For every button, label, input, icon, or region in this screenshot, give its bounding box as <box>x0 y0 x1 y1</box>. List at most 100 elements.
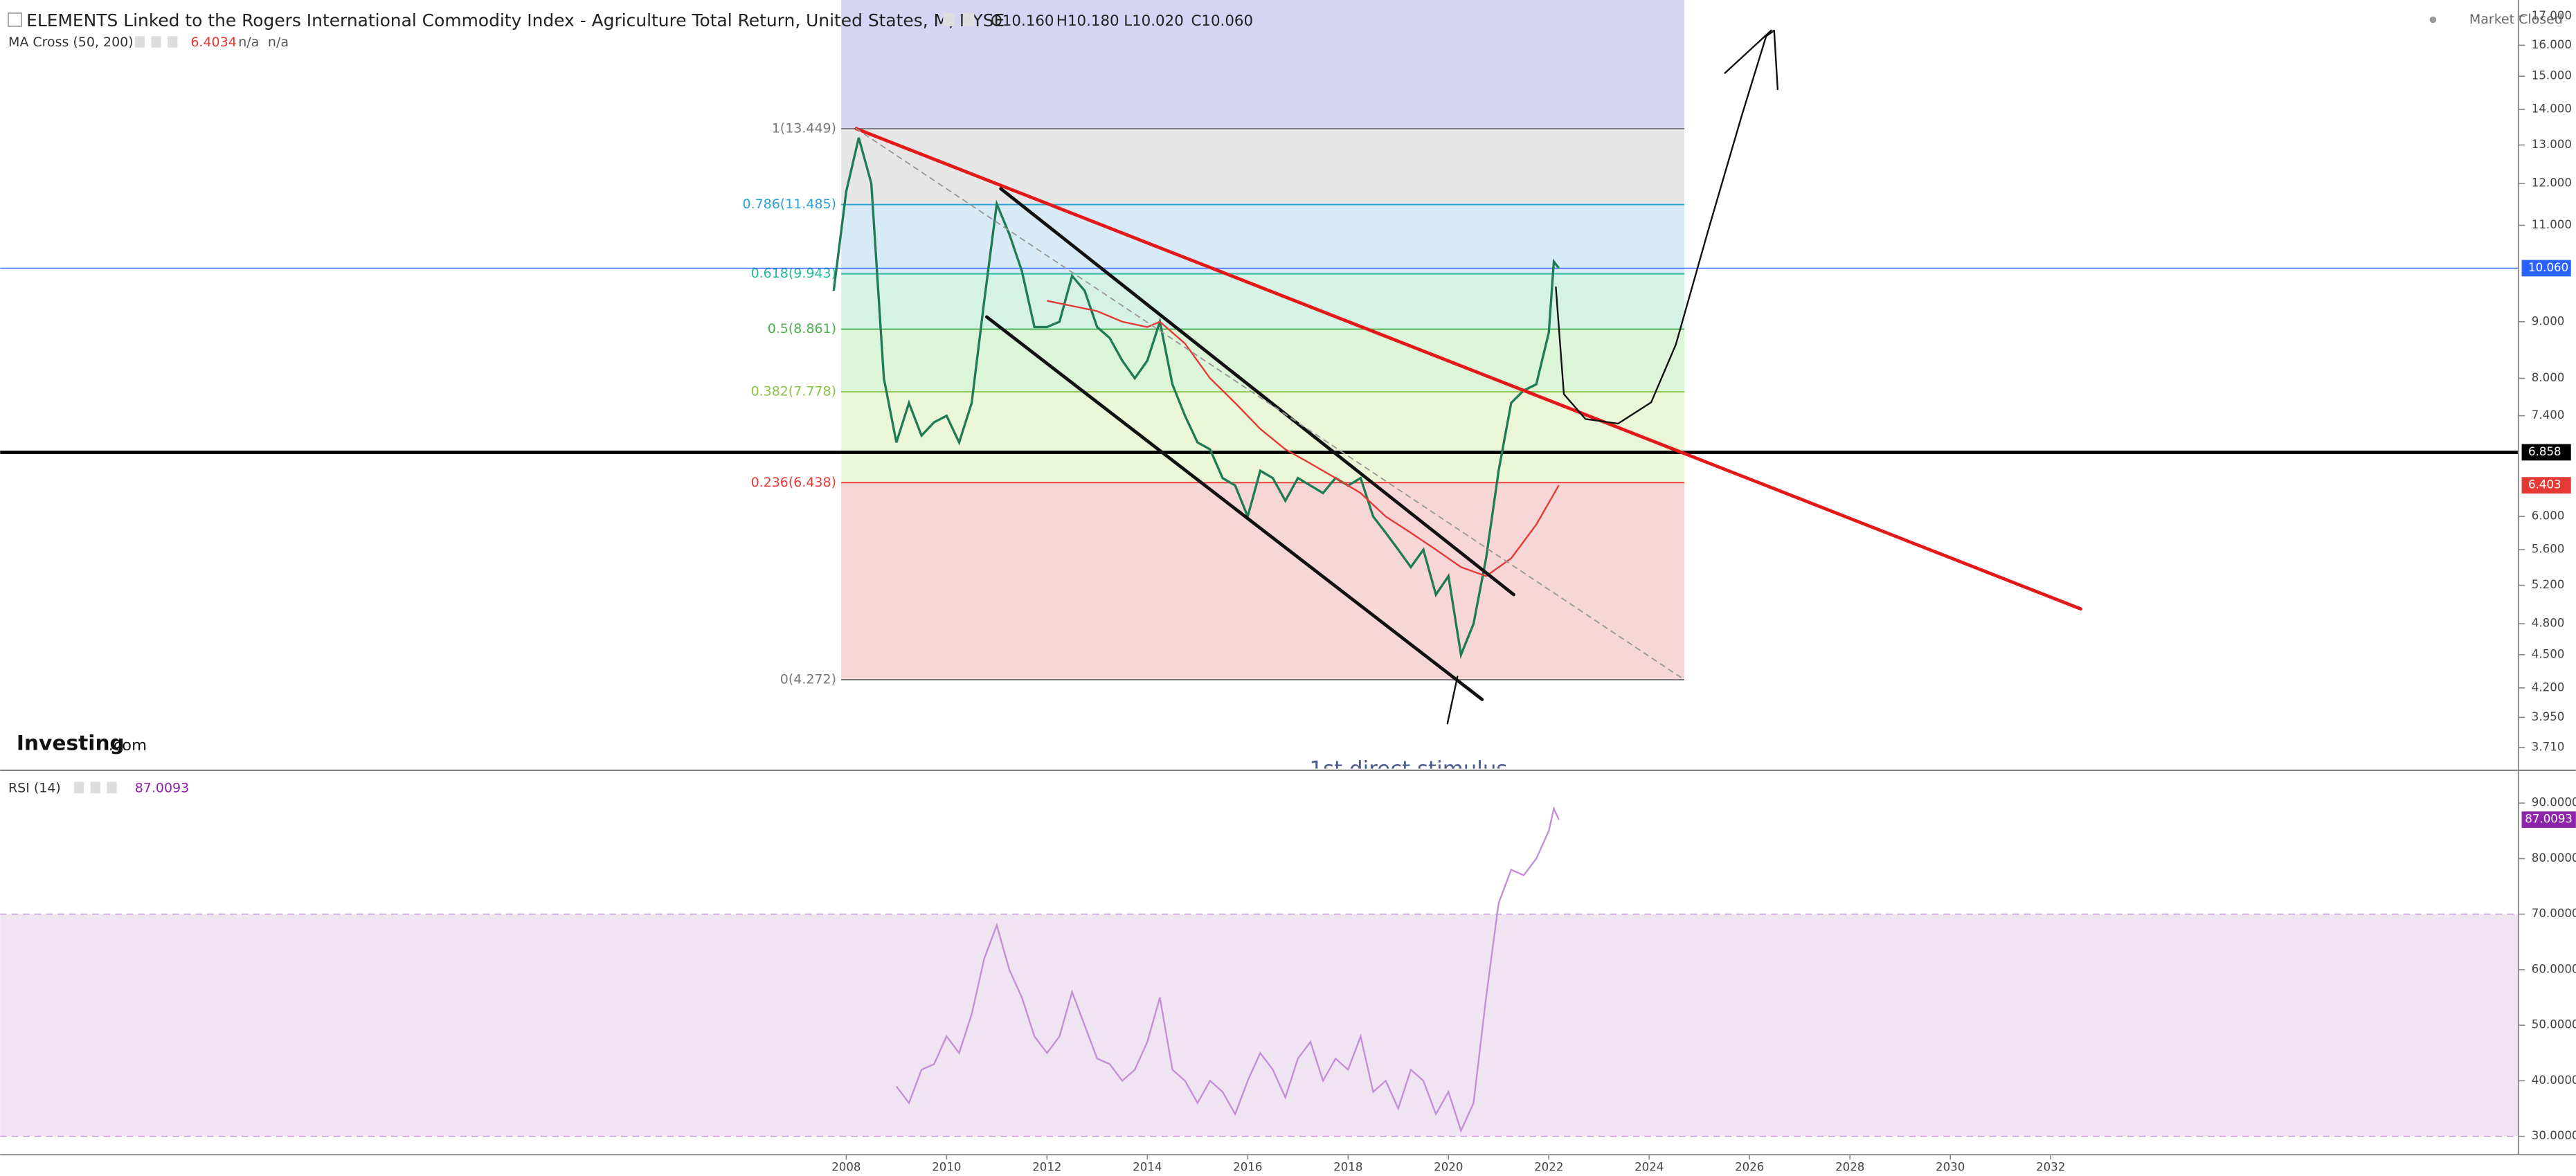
moving-average <box>1047 300 1560 577</box>
x-tick-label: 2012 <box>1032 1161 1061 1174</box>
fib-level-label: 1(13.449) <box>772 120 836 136</box>
y-tick-label: 4.200 <box>2532 680 2565 694</box>
toolbar-icon[interactable] <box>151 36 161 48</box>
y-tick-label: 3.950 <box>2532 710 2565 723</box>
price-label: 6.403 <box>2528 478 2561 491</box>
x-tick-label: 2018 <box>1333 1161 1362 1174</box>
indicator-name: MA Cross (50, 200) <box>8 35 134 50</box>
y-tick-label: 4.500 <box>2532 647 2565 660</box>
status-dot <box>2429 16 2437 24</box>
drawing <box>984 315 1484 701</box>
main-pane: 1(13.449) 0.786(11.485) 0.618(9.943) 0.5(8.… <box>0 0 2519 781</box>
drawing <box>855 127 1685 680</box>
fib-level-label: 0.786(11.485) <box>743 197 836 212</box>
rsi-band <box>0 914 2519 1137</box>
y-tick-label: 7.400 <box>2532 408 2565 422</box>
indicator-value: 6.4034 <box>190 35 236 50</box>
market-status: Market Closed <box>2469 12 2563 27</box>
chart-title: ELEMENTS Linked to the Rogers Internatio… <box>26 10 1005 30</box>
y-tick-label: 90.0000 <box>2532 796 2576 809</box>
x-tick-label: 2032 <box>2036 1161 2065 1174</box>
y-tick-label: 60.0000 <box>2532 962 2576 975</box>
drawing <box>1724 29 1772 74</box>
y-tick-label: 16.000 <box>2532 38 2572 51</box>
indicator-value: n/a <box>238 35 259 50</box>
rsi-last-label: 87.0093 <box>2525 813 2573 826</box>
x-tick-label: 2030 <box>1936 1161 1965 1174</box>
fib-level-label: 0.5(8.861) <box>768 321 836 336</box>
toolbar-icon[interactable] <box>168 36 178 48</box>
y-tick-label: 15.000 <box>2532 69 2572 82</box>
y-tick-label: 11.000 <box>2532 218 2572 231</box>
toolbar-icon[interactable] <box>134 36 145 48</box>
toolbar-icon[interactable] <box>90 781 100 794</box>
indicator-value: n/a <box>268 35 289 50</box>
toolbar-icon[interactable] <box>107 781 117 794</box>
logo: Investing <box>17 730 125 754</box>
toolbar-icon[interactable] <box>73 781 84 794</box>
x-tick-label: 2024 <box>1634 1161 1664 1174</box>
ohlc-high: H10.180 <box>1056 12 1119 30</box>
fib-band <box>841 392 1684 483</box>
y-tick-label: 80.0000 <box>2532 851 2576 865</box>
fib-level-label: 0.382(7.778) <box>751 384 836 399</box>
y-tick-label: 9.000 <box>2532 314 2565 327</box>
drawing <box>1446 676 1459 725</box>
y-tick-label: 8.000 <box>2532 371 2565 384</box>
price-label: 6.858 <box>2528 445 2561 458</box>
rsi-pane <box>0 806 2519 1137</box>
price-label-box <box>2521 260 2571 277</box>
y-tick-label: 5.200 <box>2532 578 2565 591</box>
fib-band <box>841 329 1684 392</box>
drawing <box>999 187 1515 597</box>
fib-band <box>841 204 1684 274</box>
x-tick-label: 2022 <box>1534 1161 1563 1174</box>
collapse-icon[interactable] <box>8 12 22 27</box>
toolbar-icon[interactable] <box>943 12 955 26</box>
price-label: 10.060 <box>2528 261 2568 274</box>
ohlc-open: O10.160 <box>991 12 1054 30</box>
y-tick-label: 17.000 <box>2532 9 2572 22</box>
y-tick-label: 40.0000 <box>2532 1074 2576 1087</box>
y-tick-label: 6.000 <box>2532 509 2565 523</box>
fib-top-band <box>841 0 1684 129</box>
y-tick-label: 5.600 <box>2532 543 2565 556</box>
x-tick-label: 2026 <box>1735 1161 1764 1174</box>
y-tick-label: 14.000 <box>2532 102 2572 116</box>
drawing <box>854 127 2083 611</box>
fib-band <box>841 482 1684 680</box>
axes: 17.000 16.000 15.000 14.000 13.000 12.000 11.0… <box>831 9 2576 1174</box>
y-tick-label: 4.800 <box>2532 617 2565 630</box>
y-tick-label: 70.0000 <box>2532 907 2576 920</box>
rsi-line <box>895 806 1560 1133</box>
rsi-value: 87.0093 <box>135 780 189 795</box>
y-tick-label: 30.0000 <box>2532 1129 2576 1142</box>
x-tick-label: 2020 <box>1434 1161 1463 1174</box>
fib-level-label: 0.236(6.438) <box>751 475 836 490</box>
y-tick-label: 13.000 <box>2532 138 2572 151</box>
x-tick-label: 2010 <box>932 1161 961 1174</box>
price-label-box <box>2521 444 2571 461</box>
y-tick-label: 12.000 <box>2532 177 2572 190</box>
x-tick-label: 2016 <box>1233 1161 1262 1174</box>
rsi-title: RSI (14) <box>8 780 61 795</box>
price-line-series <box>832 137 1560 660</box>
ohlc-close: C10.060 <box>1191 12 1253 30</box>
annotation: 1st direct stimulus <box>1309 757 1507 781</box>
drawing <box>1555 29 1779 425</box>
ohlc-low: L10.020 <box>1124 12 1184 30</box>
y-tick-label: 3.710 <box>2532 740 2565 753</box>
logo-suffix: .com <box>109 736 147 754</box>
fib-band <box>841 128 1684 205</box>
fib-level-label: 0(4.272) <box>780 672 836 687</box>
y-tick-label: 50.0000 <box>2532 1018 2576 1031</box>
x-tick-label: 2014 <box>1133 1161 1162 1174</box>
toolbar-icon[interactable] <box>962 12 975 26</box>
x-tick-label: 2028 <box>1835 1161 1864 1174</box>
price-label-box <box>2521 477 2571 494</box>
rsi-last-box <box>2521 811 2576 829</box>
fib-level-label: 0.618(9.943) <box>751 266 836 281</box>
x-tick-label: 2008 <box>831 1161 861 1174</box>
